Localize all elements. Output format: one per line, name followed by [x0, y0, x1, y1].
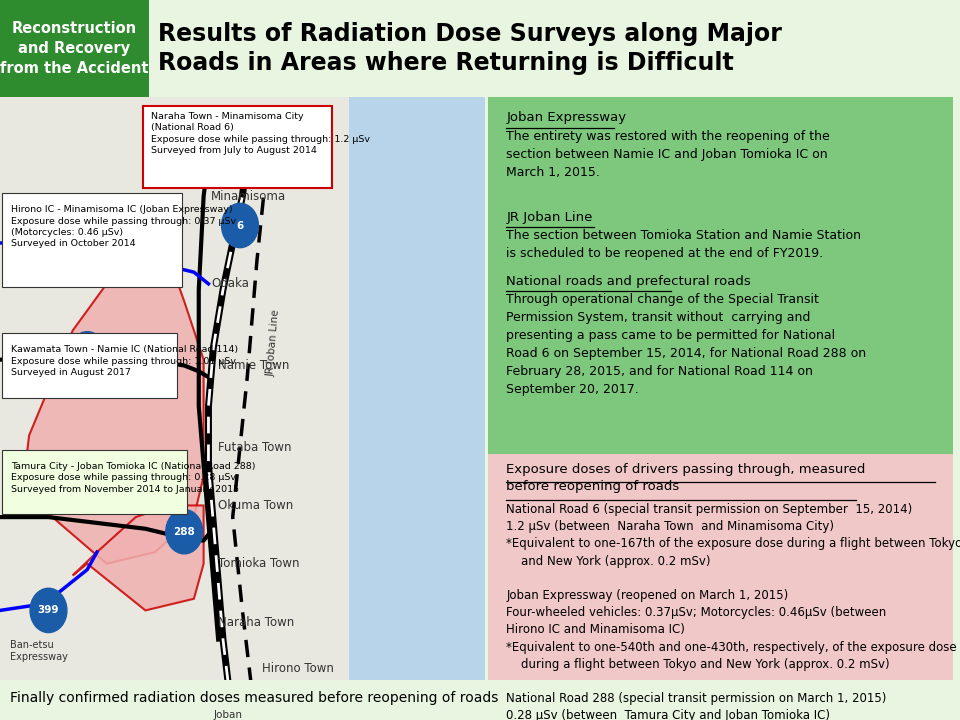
Text: Naraha Town - Minamisoma City
(National Road 6)
Exposure dose while passing thro: Naraha Town - Minamisoma City (National …: [152, 112, 371, 155]
Circle shape: [30, 588, 67, 633]
Text: National Road 6 (special transit permission on September  15, 2014)
1.2 μSv (bet: National Road 6 (special transit permiss…: [506, 503, 960, 720]
Text: The section between Tomioka Station and Namie Station
is scheduled to be reopene: The section between Tomioka Station and …: [506, 229, 861, 260]
FancyBboxPatch shape: [143, 106, 332, 188]
Text: 399: 399: [37, 606, 60, 616]
FancyBboxPatch shape: [0, 0, 149, 97]
Polygon shape: [73, 505, 204, 611]
Circle shape: [69, 332, 106, 376]
Text: Ban-etsu
Expressway: Ban-etsu Expressway: [10, 641, 67, 662]
Text: The entirety was restored with the reopening of the
section between Namie IC and: The entirety was restored with the reope…: [506, 130, 830, 179]
Text: Okuma Town: Okuma Town: [218, 499, 294, 512]
Text: 288: 288: [174, 527, 195, 536]
Text: Exposure doses of drivers passing through, measured
before reopening of roads: Exposure doses of drivers passing throug…: [506, 463, 866, 492]
Polygon shape: [0, 97, 349, 680]
FancyBboxPatch shape: [3, 194, 181, 287]
Text: Naraha Town: Naraha Town: [218, 616, 295, 629]
Text: Through operational change of the Special Transit
Permission System, transit wit: Through operational change of the Specia…: [506, 293, 867, 396]
Text: 114: 114: [77, 348, 98, 359]
Text: Tomioka Town: Tomioka Town: [218, 557, 300, 570]
Text: Joban Expressway: Joban Expressway: [506, 112, 627, 125]
FancyBboxPatch shape: [3, 333, 177, 397]
Text: Odaka: Odaka: [211, 277, 249, 290]
Text: Namie Town: Namie Town: [218, 359, 290, 372]
Text: Reconstruction
and Recovery
from the Accident: Reconstruction and Recovery from the Acc…: [0, 22, 148, 76]
Text: Kawamata Town - Namie IC (National Road 114)
Exposure dose while passing through: Kawamata Town - Namie IC (National Road …: [11, 345, 238, 377]
Text: Finally confirmed radiation doses measured before reopening of roads: Finally confirmed radiation doses measur…: [10, 691, 498, 705]
Circle shape: [166, 510, 203, 554]
FancyBboxPatch shape: [3, 450, 186, 514]
Text: 6: 6: [236, 220, 244, 230]
Text: Minamisoma: Minamisoma: [211, 190, 286, 203]
Circle shape: [222, 203, 258, 248]
Text: Results of Radiation Dose Surveys along Major
Roads in Areas where Returning is : Results of Radiation Dose Surveys along …: [158, 22, 782, 76]
Text: Futaba Town: Futaba Town: [218, 441, 292, 454]
Polygon shape: [24, 261, 204, 564]
Text: JR Joban Line: JR Joban Line: [266, 309, 282, 377]
Text: Tamura City - Joban Tomioka IC (National Road 288)
Exposure dose while passing t: Tamura City - Joban Tomioka IC (National…: [11, 462, 255, 494]
Text: National roads and prefectural roads: National roads and prefectural roads: [506, 276, 751, 289]
Text: Hirono IC - Minamisoma IC (Joban Expressway)
Exposure dose while passing through: Hirono IC - Minamisoma IC (Joban Express…: [11, 205, 236, 248]
Text: Joban
Expressway: Joban Expressway: [213, 711, 276, 720]
Text: Hirono Town: Hirono Town: [262, 662, 334, 675]
Text: JR Joban Line: JR Joban Line: [506, 211, 592, 224]
